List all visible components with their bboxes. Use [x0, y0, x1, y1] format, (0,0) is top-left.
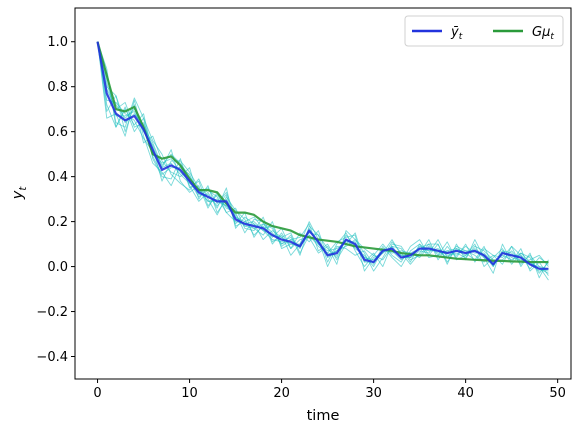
x-tick-label: 20: [273, 386, 290, 401]
y-axis-ticks: −0.4 −0.2 0.0 0.2 0.4 0.6 0.8 1.0: [36, 35, 75, 365]
sample-path-line: [97, 41, 549, 267]
plot-area: [75, 8, 571, 379]
y-tick-label: 0.6: [47, 125, 68, 140]
x-axis-label: time: [307, 408, 340, 424]
y-tick-label: 0.8: [47, 80, 68, 95]
legend-label-gmu: Gμt: [532, 25, 554, 42]
series-lines: [96, 41, 549, 270]
legend-box: [404, 15, 564, 47]
legend: ȳt Gμt: [404, 15, 564, 47]
x-tick-label: 0: [93, 386, 101, 401]
y-tick-label: 0.0: [47, 260, 68, 275]
x-tick-label: 30: [365, 386, 382, 401]
x-tick-label: 10: [181, 386, 198, 401]
x-axis-ticks: 0 10 20 30 40 50: [93, 379, 566, 401]
ybar-line: [96, 41, 549, 270]
y-tick-label: −0.4: [36, 350, 68, 365]
plot-frame: [74, 7, 572, 380]
y-axis-label: yt: [10, 186, 29, 201]
y-tick-label: −0.2: [36, 305, 68, 320]
gmu-line: [96, 41, 549, 264]
y-tick-label: 1.0: [47, 35, 68, 50]
x-tick-label: 40: [457, 386, 474, 401]
sample-path-line: [97, 41, 549, 274]
legend-label-ybar: ȳt: [450, 25, 463, 42]
y-tick-label: 0.2: [47, 215, 68, 230]
x-tick-label: 50: [549, 386, 566, 401]
y-tick-label: 0.4: [47, 170, 68, 185]
